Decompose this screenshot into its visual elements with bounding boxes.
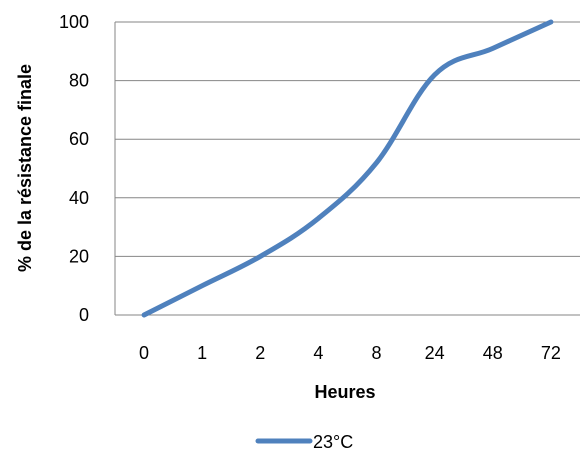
y-tick-label: 0 (79, 305, 89, 325)
y-tick-label: 100 (59, 12, 89, 32)
y-tick-label: 20 (69, 246, 89, 266)
y-axis-title: % de la résistance finale (15, 64, 35, 272)
x-tick-label: 48 (483, 343, 503, 363)
x-tick-label: 2 (255, 343, 265, 363)
x-tick-label: 1 (197, 343, 207, 363)
legend: 23°C (255, 432, 353, 450)
x-tick-label: 8 (372, 343, 382, 363)
legend-label-23c: 23°C (313, 432, 353, 450)
y-tick-labels: 0 20 40 60 80 100 (59, 12, 89, 325)
x-tick-label: 24 (425, 343, 445, 363)
y-tick-label: 40 (69, 188, 89, 208)
x-tick-labels: 0 1 2 4 8 24 48 72 (139, 343, 561, 363)
series-line-0 (141, 19, 554, 318)
y-tick-label: 80 (69, 71, 89, 91)
x-tick-label: 72 (541, 343, 561, 363)
x-tick-label: 0 (139, 343, 149, 363)
x-axis-title: Heures (314, 382, 375, 402)
x-tick-label: 4 (313, 343, 323, 363)
gridlines (115, 21, 580, 257)
series-group (141, 19, 554, 318)
y-tick-label: 60 (69, 129, 89, 149)
